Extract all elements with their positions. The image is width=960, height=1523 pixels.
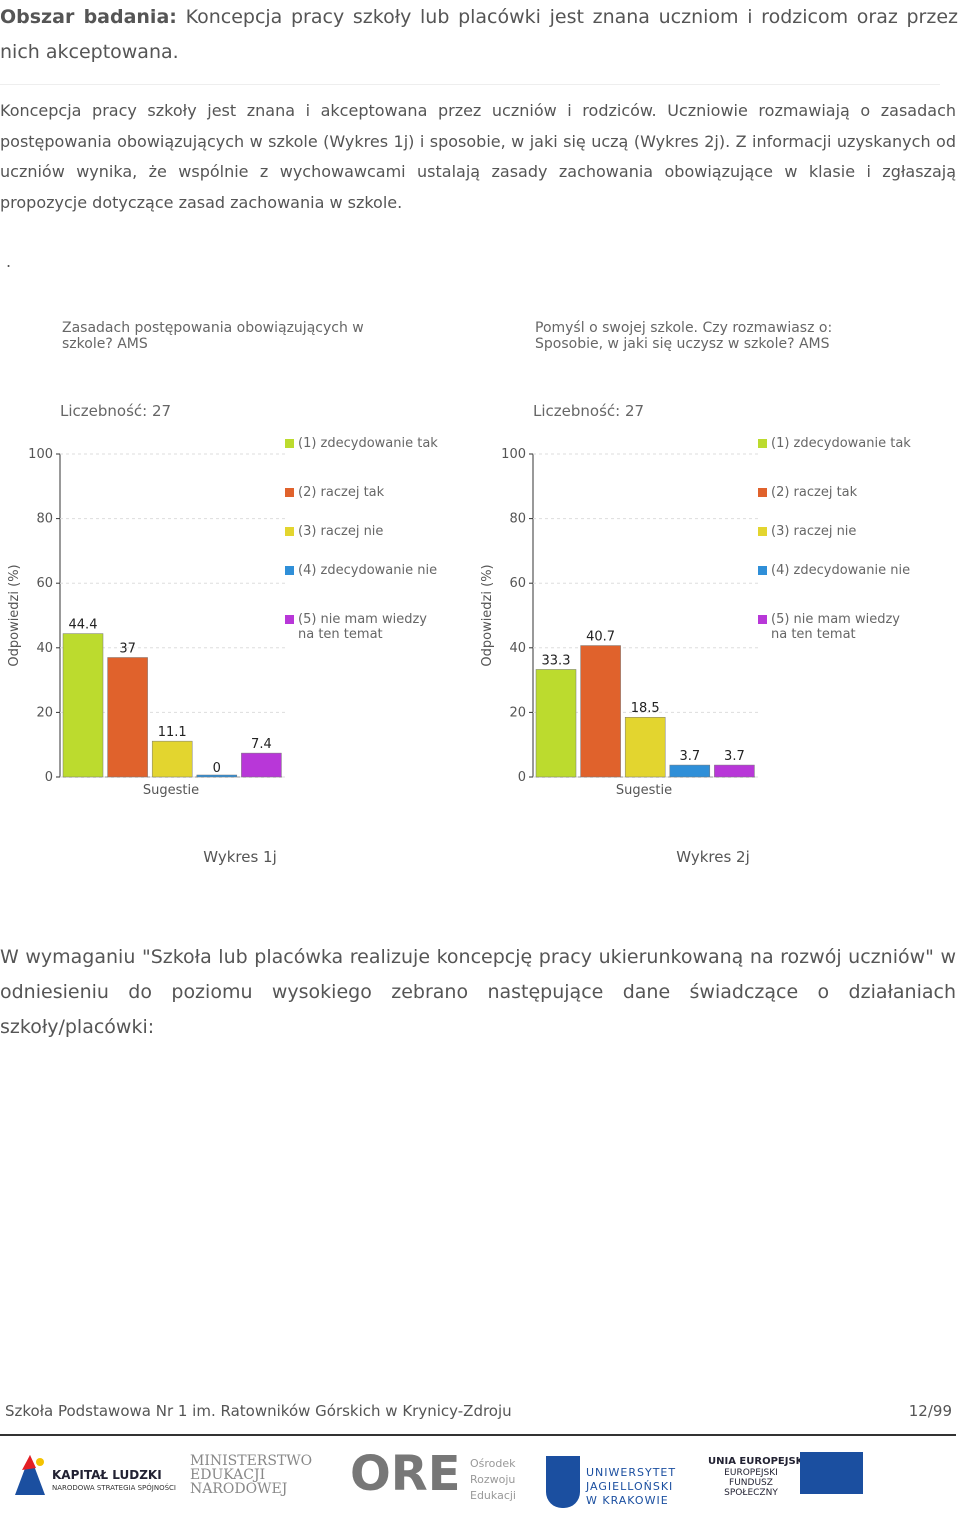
legend-item: (4) zdecydowanie nie [758,563,918,578]
y-tick-label: 40 [509,641,526,656]
legend-label: (5) nie mam wiedzy na ten temat [298,612,427,642]
bar [196,774,238,778]
y-axis-label: Odpowiedzi (%) [7,564,22,666]
y-axis-label: Odpowiedzi (%) [480,564,495,666]
y-tick-label: 0 [45,770,53,785]
value-label: 37 [119,641,136,656]
y-tick-label: 20 [36,705,53,720]
dot: . [6,252,12,271]
bar [62,633,104,778]
sample-count: Liczebność: 27 [533,402,645,420]
bar [241,752,282,778]
legend-item: (4) zdecydowanie nie [285,563,445,578]
legend-swatch [758,488,767,497]
legend-label: (2) raczej tak [771,485,858,500]
legend-swatch [285,488,294,497]
logo-ue: UNIA EUROPEJSKA [708,1456,812,1467]
logo-uj-shield [546,1456,580,1508]
logo-icon [10,1450,50,1500]
chart-title: Zasadach postępowania obowiązujących w s… [62,320,364,352]
logo-kl-sub: NARODOWA STRATEGIA SPÓJNOŚCI [52,1484,176,1492]
logo-ue-sub: EUROPEJSKI FUNDUSZ SPOŁECZNY [724,1468,778,1498]
legend-label: (5) nie mam wiedzy na ten temat [771,612,900,642]
legend-item: (1) zdecydowanie tak [285,436,445,451]
y-tick-label: 20 [509,705,526,720]
bar [151,740,193,778]
legend-label: (3) raczej nie [298,524,384,539]
value-label: 44.4 [69,618,98,633]
value-label: 3.7 [679,749,700,764]
legend-swatch [285,439,294,448]
legend-item: (5) nie mam wiedzy na ten temat [285,612,445,642]
y-tick-label: 0 [518,770,526,785]
legend-swatch [758,439,767,448]
value-label: 7.4 [251,737,272,752]
kl-icon [15,1455,45,1495]
legend-item: (2) raczej tak [285,485,445,500]
value-label: 3.7 [724,749,745,764]
logo-kl: KAPITAŁ LUDZKI [52,1468,162,1482]
separator [0,84,940,85]
legend-item: (2) raczej tak [758,485,918,500]
legend-swatch [285,615,294,624]
value-label: 18.5 [631,701,660,716]
logo-eu-flag [800,1452,863,1494]
y-tick-label: 100 [28,447,53,462]
value-label: 40.7 [586,630,615,645]
paragraph: W wymaganiu "Szkoła lub placówka realizu… [0,946,956,1038]
x-axis-label: Sugestie [616,783,672,798]
y-tick-label: 80 [36,512,53,527]
caption: Wykres 1j [203,848,277,866]
bar [107,657,148,778]
legend-swatch [285,566,294,575]
footer-line [0,1434,956,1436]
x-axis-label: Sugestie [143,783,199,798]
header-text: Koncepcja pracy szkoły lub placówki jest… [0,6,959,63]
legend-item: (3) raczej nie [285,524,445,539]
y-tick-label: 60 [36,576,53,591]
y-tick-label: 60 [509,576,526,591]
sample-count: Liczebność: 27 [60,402,172,420]
caption: Wykres 2j [676,848,750,866]
value-label: 11.1 [158,725,187,740]
header: Obszar badania: Koncepcja pracy szkoły l… [0,0,958,70]
paragraph: Koncepcja pracy szkoły jest znana i akce… [0,101,956,212]
bar [580,645,621,778]
legend-swatch [758,566,767,575]
y-tick-label: 40 [36,641,53,656]
logo-ore: ORE [350,1446,461,1502]
legend-item: (1) zdecydowanie tak [758,436,918,451]
bar [669,764,711,778]
y-tick-label: 100 [501,447,526,462]
plot: 0 20 40 60 80 100 Odpowiedzi (%) Sugestie 33.3 40… [480,447,758,798]
bar [535,669,577,778]
legend-label: (2) raczej tak [298,485,385,500]
legend-label: (4) zdecydowanie nie [771,563,911,578]
legend-label: (3) raczej nie [771,524,857,539]
bar [714,764,755,778]
legend-item: (5) nie mam wiedzy na ten temat [758,612,918,642]
value-label: 33.3 [542,653,571,668]
header-label: Obszar badania: [0,6,177,28]
legend-label: (4) zdecydowanie nie [298,563,438,578]
logo-ore-sub: Ośrodek Rozwoju Edukacji [470,1457,516,1502]
y-tick-label: 80 [509,512,526,527]
plot: 0 20 40 60 80 100 Odpowiedzi (%) Sugestie 44.4 37… [7,447,285,798]
legend-label: (1) zdecydowanie tak [771,436,911,451]
chart: Zasadach postępowania obowiązujących w s… [0,310,480,870]
chart: Pomyśl o swojej szkole. Czy rozmawiasz o… [473,310,953,870]
logo-uj: UNIWERSYTET JAGIELLOŃSKI W KRAKOWIE [586,1466,677,1507]
value-label: 0 [213,761,221,776]
legend-swatch [758,615,767,624]
chart-title: Pomyśl o swojej szkole. Czy rozmawiasz o… [535,320,833,352]
footer-school: Szkoła Podstawowa Nr 1 im. Ratowników Gó… [5,1402,512,1420]
logo-men: MINISTERSTWO EDUKACJI NARODOWEJ [190,1453,313,1497]
bar [624,716,666,778]
legend-label: (1) zdecydowanie tak [298,436,438,451]
legend-swatch [758,527,767,536]
legend-swatch [285,527,294,536]
page-number: 12/99 [908,1402,952,1420]
legend-item: (3) raczej nie [758,524,918,539]
